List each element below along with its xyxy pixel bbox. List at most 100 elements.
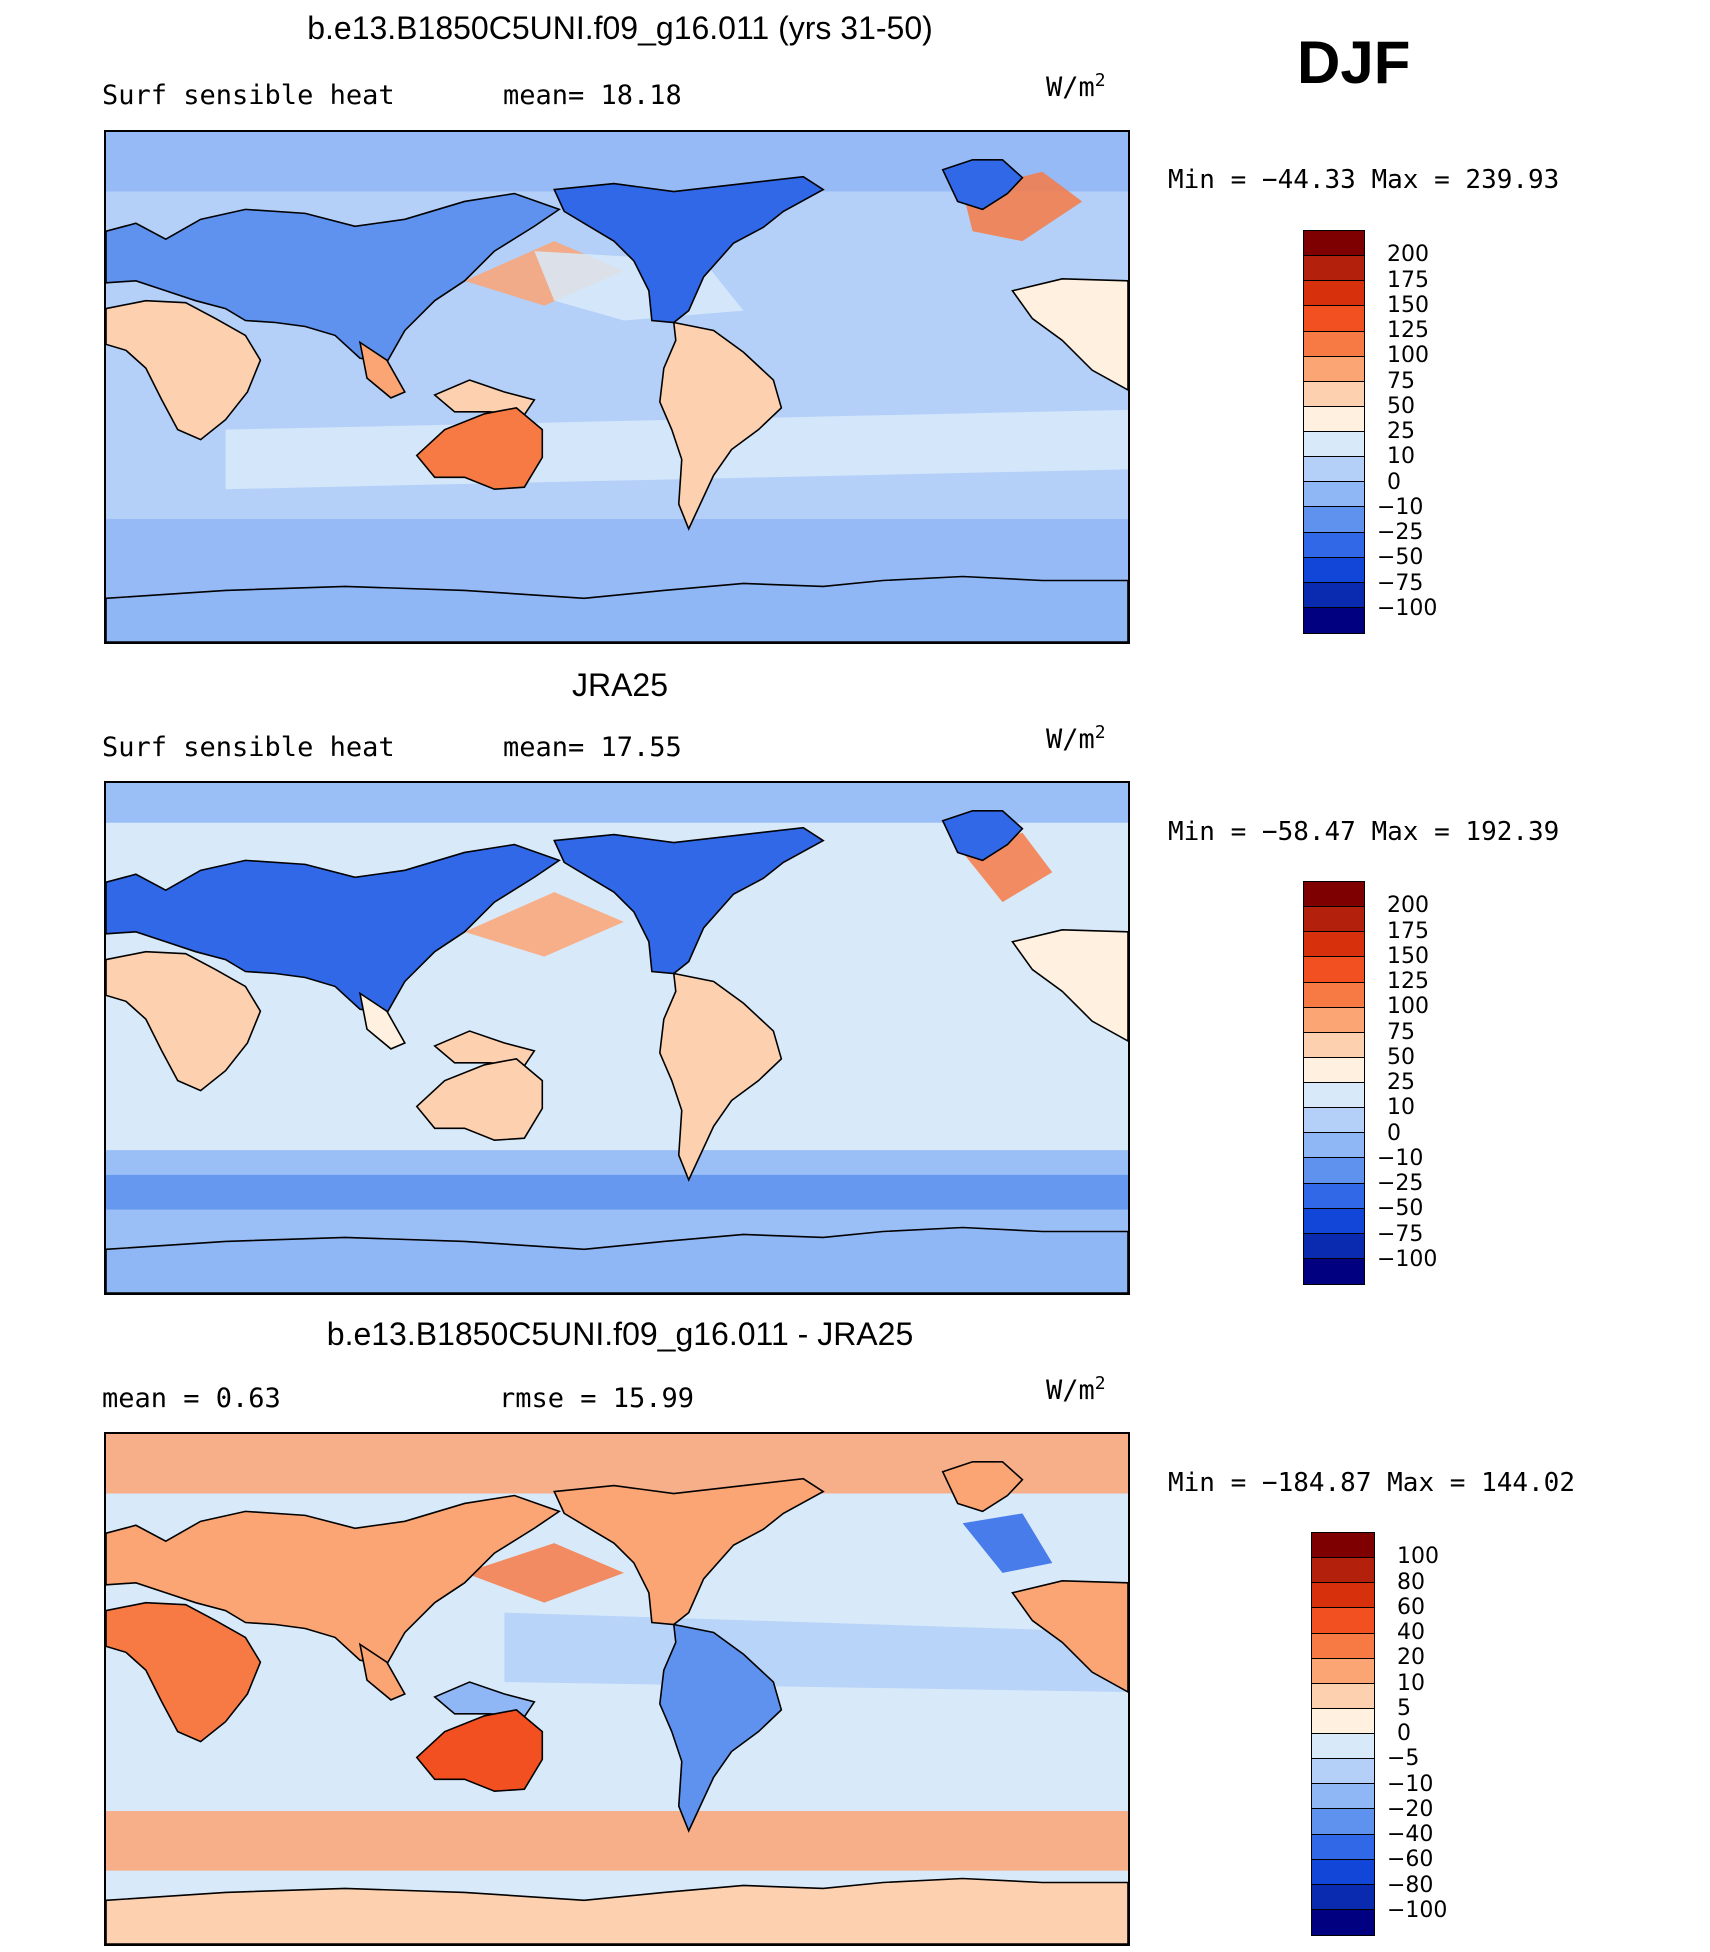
colorbar-tick-label: 10 (1387, 444, 1415, 470)
colorbar-tick-label: 50 (1387, 1044, 1415, 1070)
colorbar-tick-label: −10 (1377, 494, 1424, 520)
colorbar-swatch (1312, 1683, 1374, 1709)
colorbar-swatch (1304, 932, 1364, 958)
field-contour-region (464, 1543, 624, 1603)
colorbar-swatch (1304, 957, 1364, 983)
field-contour-region (106, 1174, 1128, 1210)
colorbar-tick-label: 0 (1397, 1721, 1411, 1746)
colorbar-swatch (1312, 1633, 1374, 1659)
colorbar-swatch (1304, 256, 1364, 282)
continent-outline (941, 1460, 1024, 1513)
panel-2-unit: W/m2 (1046, 722, 1106, 755)
field-contour-region (464, 892, 624, 957)
panel-2-colorbar (1303, 881, 1365, 1285)
continent-outline (106, 192, 561, 364)
field-contour-region (106, 783, 1128, 823)
colorbar-swatch (1312, 1583, 1374, 1609)
continent-outline (1011, 278, 1128, 391)
continent-outline (106, 843, 561, 1015)
colorbar-swatch (1304, 1158, 1364, 1184)
colorbar-tick-label: 100 (1387, 994, 1429, 1020)
colorbar-swatch (1304, 482, 1364, 508)
panel-1-map (104, 130, 1130, 644)
colorbar-swatch (1304, 306, 1364, 332)
colorbar-swatch (1304, 532, 1364, 558)
continent-outline (106, 299, 262, 441)
continent-outline (415, 1708, 544, 1793)
continent-outline (415, 1057, 544, 1142)
colorbar-tick-label: 200 (1387, 242, 1429, 268)
continent-outline (553, 1477, 825, 1626)
colorbar-tick-label: −100 (1387, 1897, 1448, 1923)
colorbar-swatch (1312, 1784, 1374, 1810)
panel-2-title: JRA25 (571, 667, 669, 703)
colorbar-swatch (1312, 1884, 1374, 1910)
colorbar-swatch (1304, 582, 1364, 608)
colorbar-tick-label: −25 (1377, 520, 1424, 545)
colorbar-tick-label: 75 (1387, 1019, 1415, 1045)
colorbar-tick-label: 20 (1397, 1645, 1425, 1671)
field-contour-region (106, 1434, 1128, 1494)
continent-outline (106, 1601, 262, 1743)
colorbar-tick-label: −50 (1377, 545, 1424, 571)
colorbar-tick-label: 10 (1387, 1095, 1415, 1121)
colorbar-tick-label: 25 (1387, 1070, 1415, 1095)
colorbar-swatch (1304, 607, 1364, 633)
colorbar-swatch (1312, 1658, 1374, 1684)
panel-2-mean-label: mean= 17.55 (503, 732, 682, 763)
colorbar-tick-label: 175 (1387, 918, 1429, 944)
colorbar-tick-label: 0 (1387, 1120, 1401, 1146)
continent-outline (941, 809, 1024, 862)
colorbar-tick-label: −75 (1377, 570, 1424, 596)
colorbar-swatch (1312, 1859, 1374, 1885)
colorbar-swatch (1312, 1834, 1374, 1860)
colorbar-tick-label: −60 (1387, 1847, 1434, 1873)
continent-outline (106, 1226, 1128, 1293)
colorbar-swatch (1304, 1208, 1364, 1234)
colorbar-swatch (1304, 1233, 1364, 1259)
continent-outline (433, 1681, 536, 1718)
colorbar-swatch (1304, 1057, 1364, 1083)
colorbar-tick-label: 150 (1387, 292, 1429, 318)
colorbar-swatch (1304, 907, 1364, 933)
colorbar-swatch (1304, 882, 1364, 908)
colorbar-swatch (1304, 1133, 1364, 1159)
continent-outline (659, 1623, 783, 1833)
colorbar-swatch (1304, 1108, 1364, 1134)
continent-outline (358, 1642, 406, 1701)
colorbar-swatch (1304, 1007, 1364, 1033)
colorbar-tick-label: 100 (1387, 343, 1429, 369)
colorbar-tick-label: −20 (1387, 1796, 1434, 1822)
colorbar-tick-label: −25 (1377, 1171, 1424, 1196)
panel-2-variable-label: Surf sensible heat (102, 732, 395, 763)
colorbar-tick-label: 175 (1387, 267, 1429, 293)
colorbar-swatch (1304, 1258, 1364, 1284)
continent-outline (358, 991, 406, 1050)
panel-3-title: b.e13.B1850C5UNI.f09_g16.011 - JRA25 (326, 1316, 914, 1352)
colorbar-swatch (1304, 331, 1364, 357)
continent-outline (553, 175, 825, 324)
colorbar-swatch (1312, 1909, 1374, 1935)
colorbar-tick-label: −10 (1377, 1145, 1424, 1171)
panel-3-colorbar (1311, 1532, 1375, 1936)
panel-1-variable-label: Surf sensible heat (102, 80, 395, 111)
panel-3-unit: W/m2 (1046, 1373, 1106, 1406)
field-contour-region (106, 132, 1128, 192)
continent-outline (106, 950, 262, 1092)
continent-outline (358, 340, 406, 399)
colorbar-tick-label: −50 (1377, 1196, 1424, 1222)
panel-3-rmse-label: rmse = 15.99 (499, 1383, 695, 1414)
colorbar-tick-label: 10 (1397, 1670, 1425, 1696)
panel-1-colorbar (1303, 230, 1365, 634)
colorbar-tick-label: 50 (1387, 393, 1415, 419)
colorbar-swatch (1304, 1183, 1364, 1209)
colorbar-tick-label: 60 (1397, 1594, 1425, 1620)
continent-outline (106, 575, 1128, 642)
colorbar-swatch (1304, 1032, 1364, 1058)
colorbar-tick-label: 75 (1387, 368, 1415, 394)
continent-outline (1011, 1580, 1128, 1693)
continent-outline (659, 321, 783, 531)
colorbar-swatch (1312, 1809, 1374, 1835)
colorbar-swatch (1304, 432, 1364, 458)
colorbar-tick-label: −100 (1377, 595, 1438, 621)
